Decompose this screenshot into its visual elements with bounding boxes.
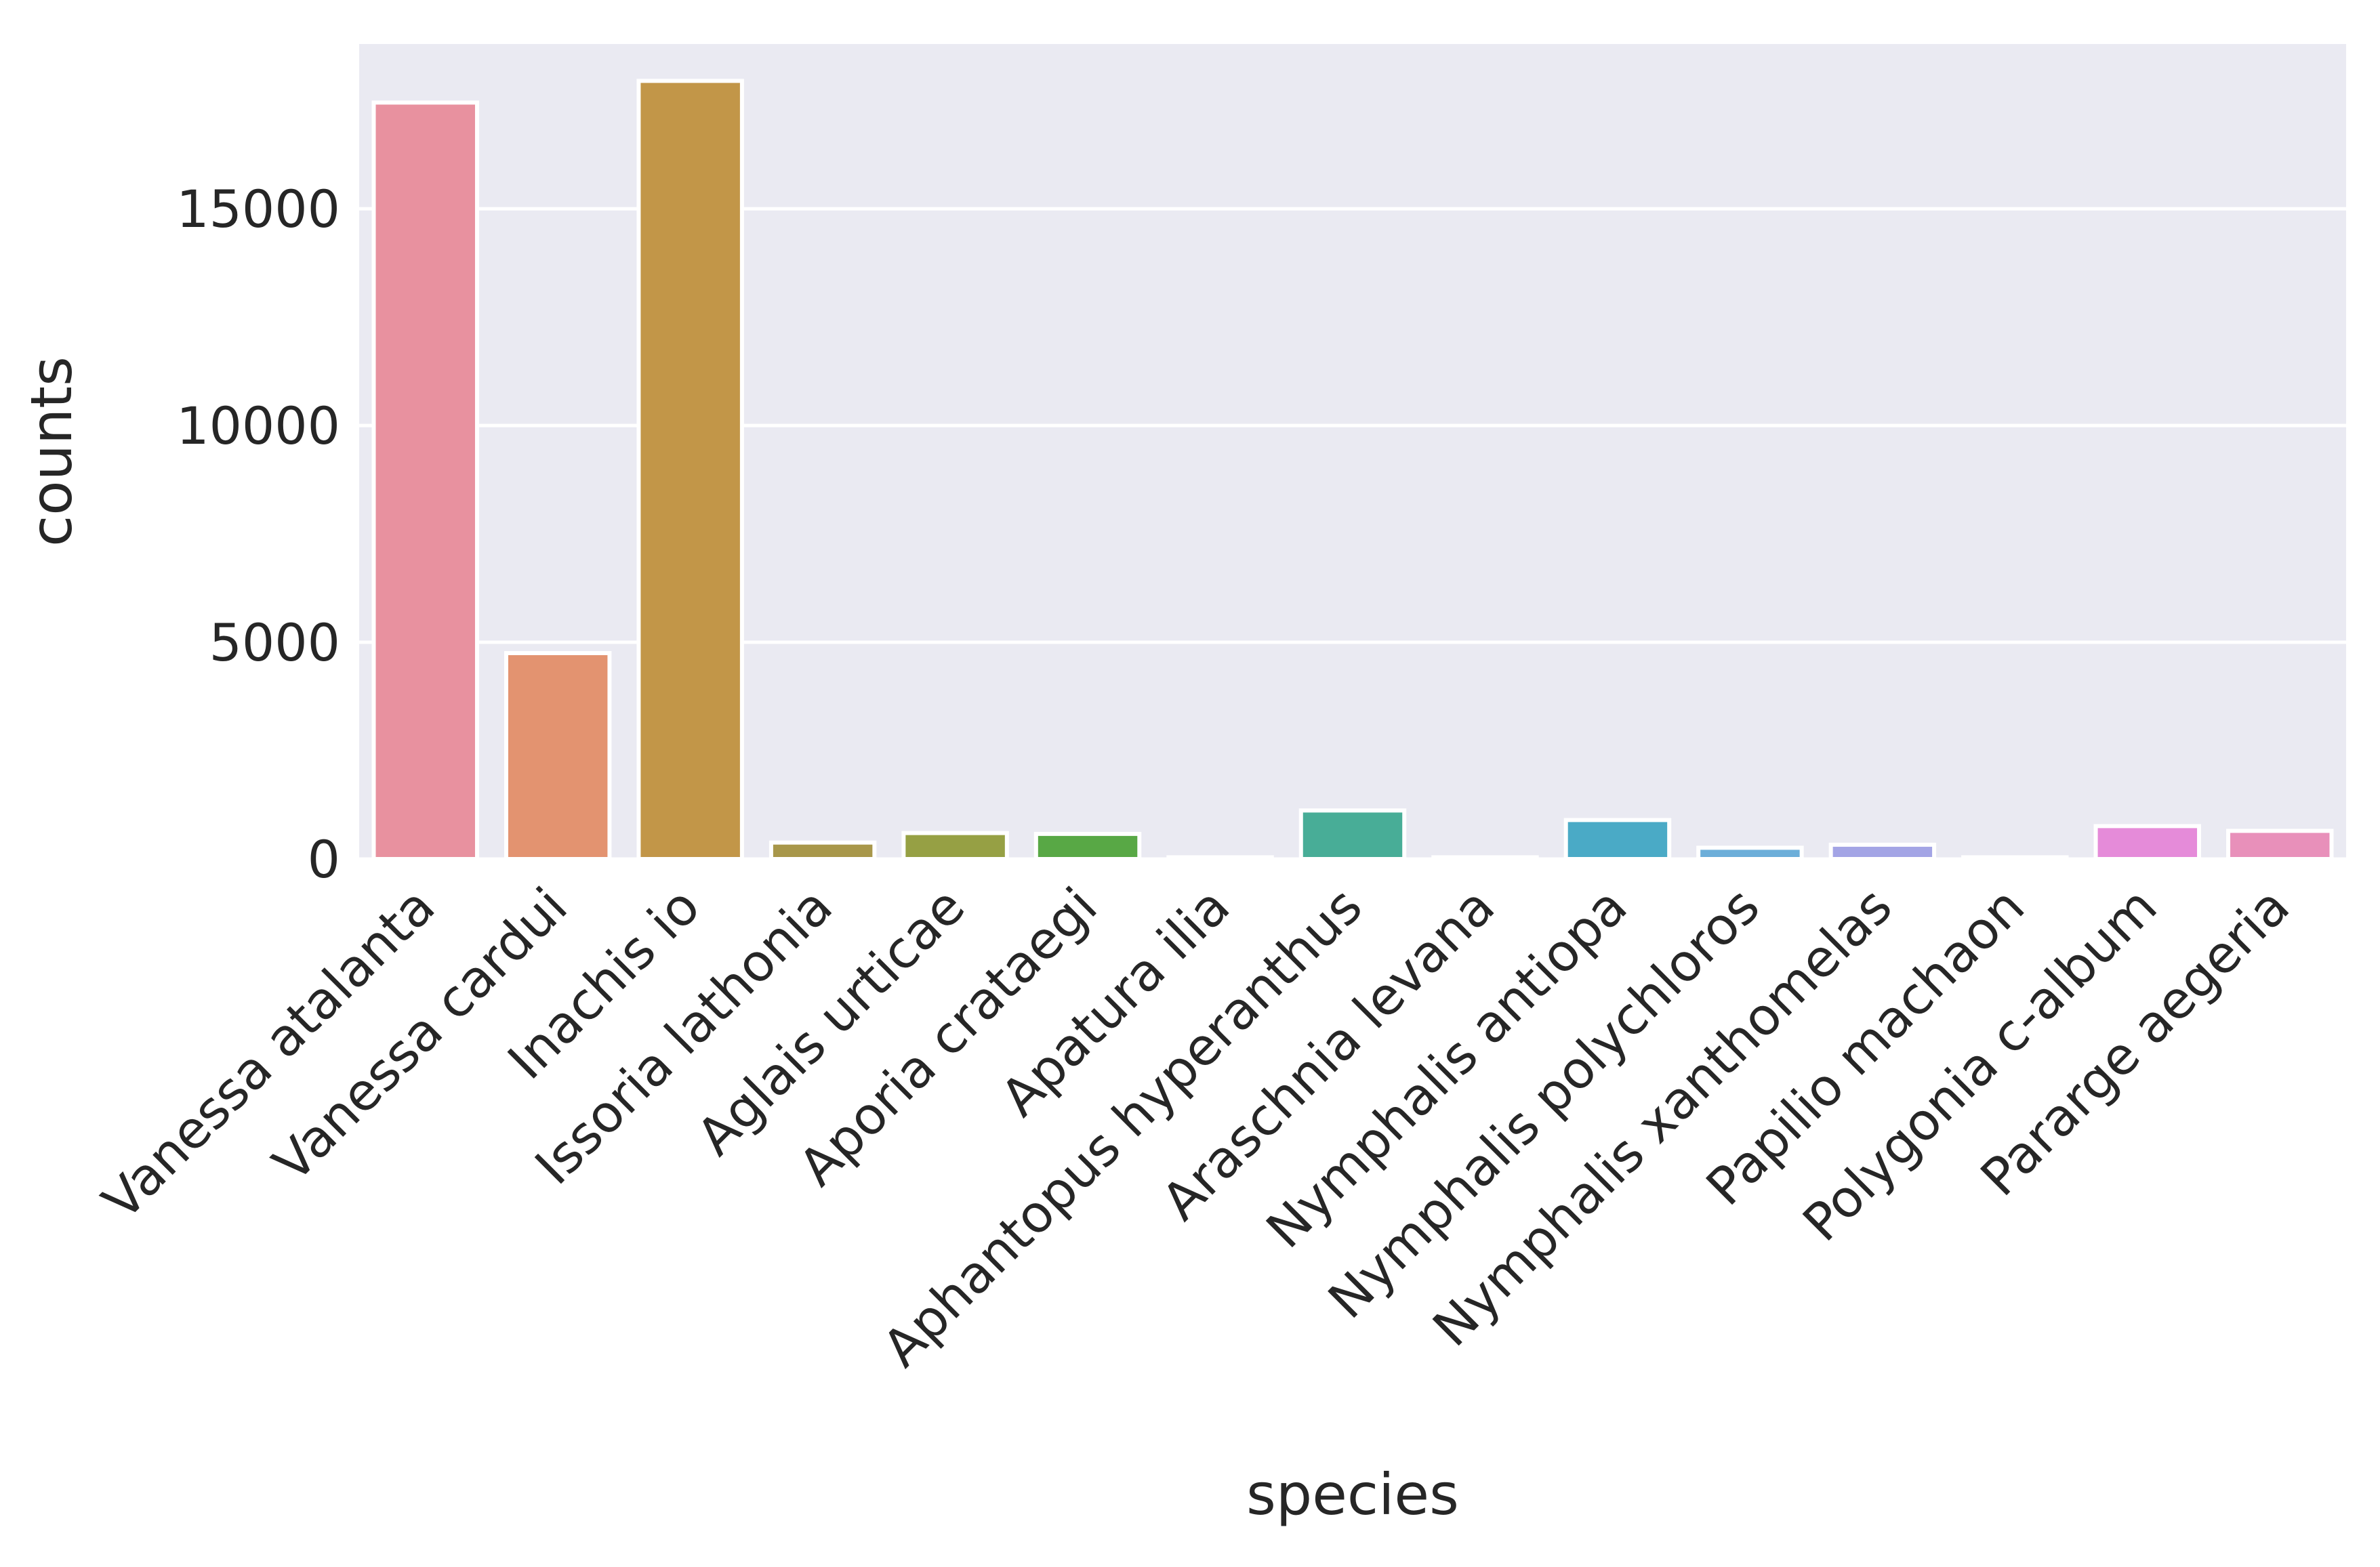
y-tick-label: 15000 — [176, 179, 340, 239]
y-tick-labels: 0 5000 10000 15000 — [176, 179, 340, 890]
bar-polygonia-c-album — [2093, 824, 2202, 861]
bars — [371, 79, 2334, 862]
bar-vanessa-atalanta — [371, 100, 479, 862]
bar-aphantopus-hyperanthus — [1298, 808, 1407, 861]
y-tick-label: 10000 — [176, 396, 340, 456]
bar-papilio-machaon — [1961, 855, 2069, 862]
bar-aporia-crataegi — [1033, 831, 1142, 862]
bar-inachis-io — [636, 79, 744, 861]
bar-nymphalis-antiopa — [1563, 818, 1672, 861]
y-tick-label: 0 — [308, 829, 340, 890]
bar-vanessa-cardui — [504, 651, 612, 861]
bar-nymphalis-xanthomelas — [1828, 842, 1937, 862]
x-tick-label: Apatura ilia — [989, 876, 1242, 1128]
bar-nymphalis-polychloros — [1696, 845, 1804, 862]
y-axis-label: counts — [18, 356, 85, 547]
bar-araschnia-levana — [1431, 855, 1539, 862]
bar-issoria-lathonia — [768, 840, 877, 862]
bar-aglais-urticae — [901, 831, 1009, 861]
y-tick-label: 5000 — [209, 612, 340, 673]
bar-pararge-aegeria — [2226, 829, 2334, 861]
x-axis-label: species — [1246, 1461, 1459, 1528]
bar-apatura-ilia — [1166, 855, 1274, 862]
